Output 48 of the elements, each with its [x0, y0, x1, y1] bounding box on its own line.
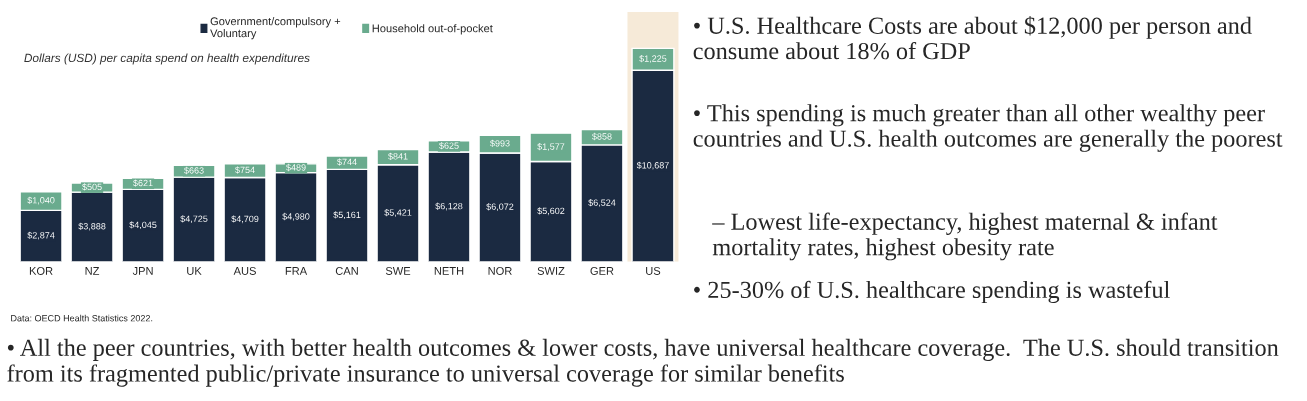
data-label: $841 [388, 152, 408, 161]
x-tick-label: US [646, 267, 661, 275]
text: – Lowest life-expectancy, highest maternal & infant mortality rates, highest obesity rate [712, 212, 1218, 261]
data-label: $505 [82, 183, 102, 191]
data-label: $4,725 [180, 215, 208, 223]
legend-label: Government/compulsory + Voluntary [210, 17, 341, 40]
text: Data: OECD Health Statistics 2022. [11, 314, 153, 322]
x-tick-label: KOR [29, 267, 53, 275]
data-label: $5,161 [333, 211, 361, 220]
x-tick-label: UK [187, 267, 202, 275]
data-label: $3,888 [78, 222, 106, 231]
x-tick-label: AUS [233, 267, 256, 275]
data-label: $754 [235, 166, 255, 174]
text: • All the peer countries, with better health outcomes & lower costs, have universal healthcare coverage. The U.S. should transition from its fragmented public/private insurance to universal coverage for similar benefits [7, 338, 1279, 387]
x-tick-label: NZ [85, 267, 100, 275]
data-label: $1,577 [537, 142, 565, 151]
data-label: $5,421 [384, 208, 412, 217]
data-label: $6,128 [435, 202, 463, 211]
data-label: $2,874 [27, 231, 55, 240]
x-tick-label: GER [590, 267, 614, 275]
x-tick-label: CAN [335, 267, 358, 275]
chart-subtitle: Dollars (USD) per capita spend on health expenditures [24, 53, 310, 65]
legend-label: Household out-of-pocket [372, 24, 493, 35]
x-tick-label: JPN [132, 267, 153, 275]
data-label: $621 [133, 179, 153, 187]
data-label: $1,040 [27, 196, 55, 205]
data-label: $1,225 [639, 54, 667, 63]
data-label: $663 [184, 166, 204, 175]
data-label: $10,687 [636, 161, 669, 170]
data-label: $4,709 [231, 215, 259, 224]
data-label: $625 [439, 142, 459, 150]
data-label: $4,980 [282, 212, 310, 221]
data-label: $4,045 [129, 221, 157, 230]
data-label: $489 [286, 163, 306, 172]
data-label: $6,072 [486, 203, 514, 211]
data-label: $744 [337, 158, 357, 166]
text: • U.S. Healthcare Costs are about $12,000 per person and consume about 18% of GDP [693, 16, 1252, 60]
x-tick-label: NOR [488, 267, 512, 275]
x-tick-label: SWE [385, 267, 411, 275]
x-tick-label: FRA [285, 267, 308, 275]
data-label: $993 [490, 139, 510, 148]
text: • 25-30% of U.S. healthcare spending is wasteful [694, 280, 1170, 304]
data-label: $6,524 [588, 199, 616, 207]
data-label: $858 [592, 132, 612, 141]
x-tick-label: SWIZ [537, 267, 565, 275]
text: • This spending is much greater than all other wealthy peer countries and U.S. health outcomes are generally the poorest [693, 104, 1283, 152]
x-tick-label: NETH [434, 267, 464, 275]
data-label: $5,602 [537, 207, 565, 216]
